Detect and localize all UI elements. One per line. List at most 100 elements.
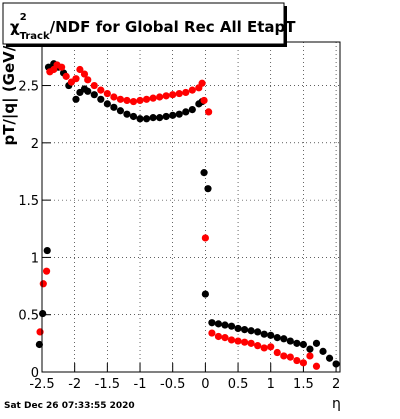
point [97, 86, 105, 94]
point [72, 75, 80, 83]
point [80, 70, 89, 78]
x-tick-label: -1 [134, 377, 147, 392]
point [208, 329, 216, 337]
y-tick-label: 1.5 [18, 194, 39, 209]
point [312, 362, 321, 370]
point [221, 321, 229, 329]
x-tick-label: 1.5 [293, 377, 314, 392]
point [234, 324, 242, 333]
y-tick-label: 2.5 [18, 80, 39, 95]
point [201, 290, 209, 298]
point [90, 81, 98, 90]
point [116, 95, 125, 103]
point [76, 65, 84, 74]
point [182, 88, 190, 97]
point [240, 338, 249, 346]
point [214, 320, 223, 328]
point [267, 331, 275, 339]
point [35, 340, 43, 349]
point [200, 169, 208, 177]
point [247, 327, 255, 335]
point [149, 94, 157, 102]
point [240, 326, 249, 334]
x-tick-label: 1 [267, 377, 275, 392]
point [149, 114, 157, 122]
point [136, 96, 144, 105]
point [293, 339, 301, 347]
y-tick-label: 0 [31, 366, 39, 381]
x-tick-label: 0.5 [228, 377, 249, 392]
point [156, 93, 164, 101]
title-sub: Track [20, 31, 50, 42]
y-tick-label: 0.5 [18, 309, 39, 324]
point [260, 330, 268, 338]
point [162, 112, 170, 121]
point [175, 89, 183, 98]
chart-title: χ2 Track/NDF for Global Rec All EtapT [10, 12, 296, 42]
point [142, 115, 151, 123]
x-axis-label: η [332, 396, 341, 412]
plot [35, 42, 340, 373]
point [201, 234, 209, 242]
title-text: /NDF for Global Rec All EtapT [50, 18, 297, 36]
x-tick-label: -2.5 [29, 377, 54, 392]
point [227, 336, 236, 344]
point [254, 342, 262, 350]
point [280, 352, 288, 360]
point [286, 353, 294, 361]
point [299, 359, 308, 367]
point [214, 332, 223, 341]
point [182, 108, 190, 116]
point [103, 100, 111, 108]
point [129, 112, 138, 121]
y-tick-label: 1 [31, 251, 39, 266]
point [332, 360, 340, 368]
point [204, 185, 212, 193]
x-tick-label: -0.5 [160, 377, 185, 392]
point [325, 354, 334, 362]
y-axis-label: pT/|q| (GeV/c) [0, 30, 19, 146]
y-tick-label: 2 [31, 137, 39, 152]
point [110, 93, 118, 101]
point [293, 356, 301, 365]
point [299, 340, 308, 349]
point [188, 86, 196, 94]
timestamp: Sat Dec 26 07:33:55 2020 [4, 401, 135, 411]
point [227, 322, 236, 330]
point [198, 79, 206, 87]
point [306, 345, 314, 353]
point [208, 319, 216, 327]
point [58, 63, 66, 71]
point [129, 97, 138, 106]
point [142, 95, 151, 103]
point [84, 76, 92, 84]
point [312, 339, 321, 347]
point [123, 110, 131, 118]
point [156, 114, 164, 122]
point [247, 339, 255, 347]
point [110, 103, 118, 111]
point [306, 352, 314, 360]
point [42, 267, 51, 275]
title-box [2, 2, 285, 45]
point [169, 91, 177, 99]
point [116, 107, 125, 115]
point [97, 95, 105, 103]
x-tick-label: 0 [201, 377, 209, 392]
point [260, 344, 268, 352]
x-tick-label: -1.5 [95, 377, 120, 392]
point [39, 309, 47, 318]
title-symbol: χ [10, 18, 20, 36]
point [286, 337, 294, 345]
point [90, 91, 98, 99]
point [39, 280, 47, 288]
point [205, 108, 213, 116]
point [36, 328, 44, 336]
point [62, 72, 70, 80]
point [221, 334, 229, 342]
title-sup: 2 [20, 12, 27, 23]
x-tick-label: 2 [332, 377, 340, 392]
point [254, 328, 262, 336]
